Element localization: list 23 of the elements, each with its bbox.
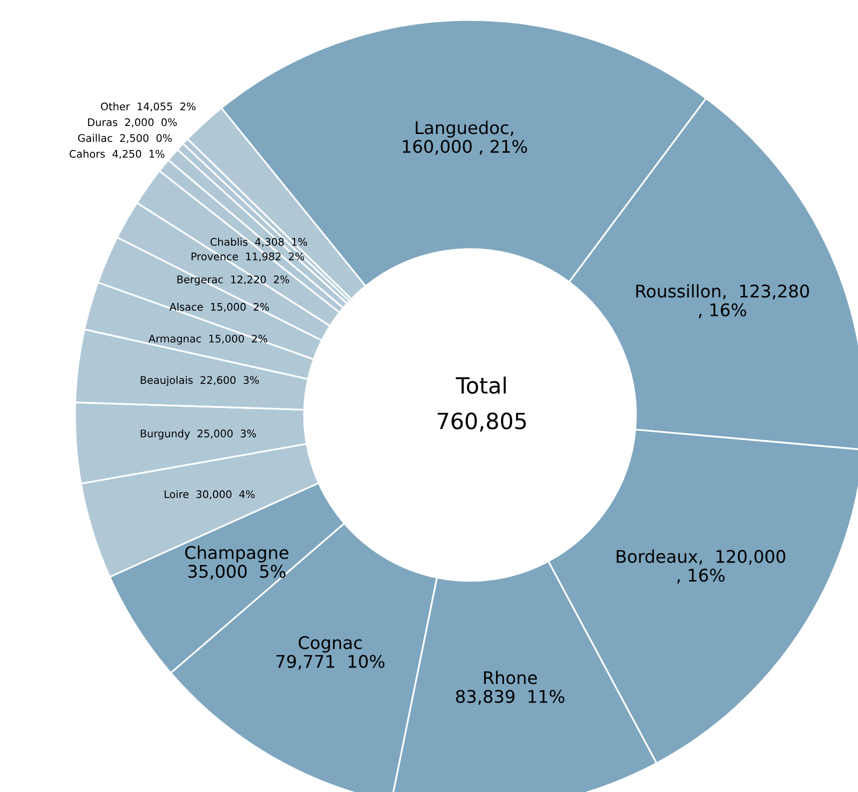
slice-label: Cognac [298, 636, 362, 653]
slice-label: Alsace 15,000 2% [169, 302, 269, 312]
slice-label: Burgundy 25,000 3% [140, 429, 256, 440]
data-label: 35,000 5% [188, 564, 286, 580]
slice-label: Armagnac 15,000 2% [148, 334, 268, 345]
slice-label: Provence 11,982 2% [192, 252, 304, 262]
slice-label: Rhone [484, 670, 537, 684]
text: 760,805 [438, 412, 526, 432]
slice-label: Champagne [185, 546, 288, 562]
slice-label: Gaillac 2,500 0% [78, 134, 172, 144]
slice-label: Other 14,055 2% [100, 102, 196, 112]
slice-label: Beaujolais 22,600 3% [140, 376, 259, 386]
slice-label: Duras 2,000 0% [88, 118, 177, 128]
slice-label: Cahors 4,250 1% [70, 150, 164, 159]
slice-label: Roussillon, 123,280 , 16% [636, 284, 809, 318]
data-label: 79,771 10% [276, 654, 384, 670]
text: Total [456, 376, 506, 394]
slice-label: Languedoc, 160,000 , 21% [402, 120, 527, 155]
slice-label: Chablis 4,308 1% [210, 238, 308, 247]
slice-label: Bergerac 12,220 2% [177, 275, 290, 286]
slice-label: Bordeaux, 120,000 , 16% [616, 550, 786, 584]
slice-label: Loire 30,000 4% [164, 490, 255, 500]
data-label: 83,839 11% [456, 690, 564, 705]
